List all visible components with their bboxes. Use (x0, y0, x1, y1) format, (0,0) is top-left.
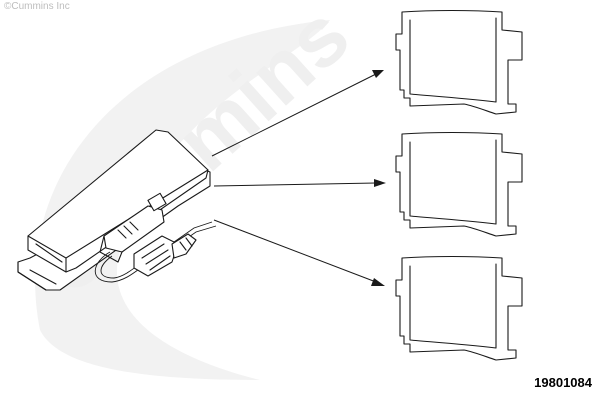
connector-view-middle (395, 131, 523, 237)
pedal-sensor-housing (103, 205, 165, 253)
connector-view-bottom (395, 255, 523, 361)
arrow-upper-head (372, 70, 384, 78)
accelerator-pedal (17, 129, 217, 291)
arrow-middle (213, 182, 377, 187)
wiring-connector (133, 235, 179, 277)
arrow-lower (213, 219, 377, 283)
watermark-swoosh (35, 20, 331, 380)
copyright-notice: ©Cummins Inc (4, 1, 70, 12)
connector-view-top (395, 9, 523, 115)
figure-number: 19801084 (534, 375, 592, 390)
connector-views (395, 9, 523, 361)
arrow-middle-head (374, 179, 386, 187)
pedal-arm (27, 129, 209, 273)
arrow-lower-head (371, 278, 385, 286)
callout-arrows (211, 70, 386, 286)
arrow-upper (211, 73, 377, 157)
